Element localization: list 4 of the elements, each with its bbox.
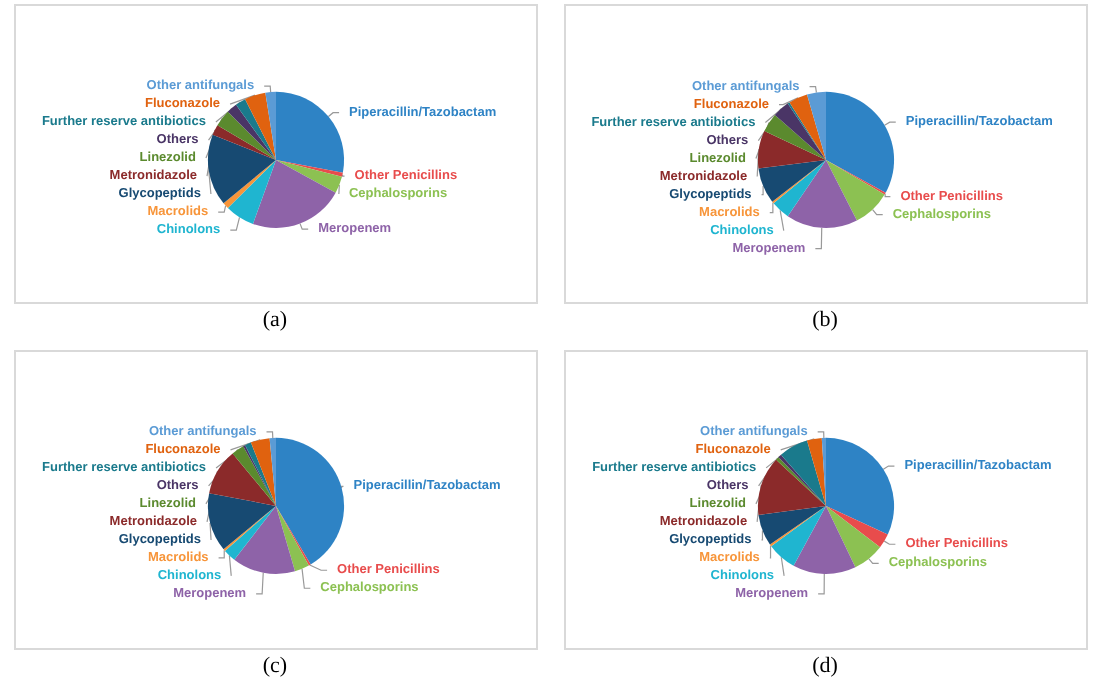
text: (c) (262, 653, 288, 678)
text: (a) (262, 308, 288, 333)
text: (d) (812, 653, 838, 678)
text: (b) (812, 308, 838, 333)
